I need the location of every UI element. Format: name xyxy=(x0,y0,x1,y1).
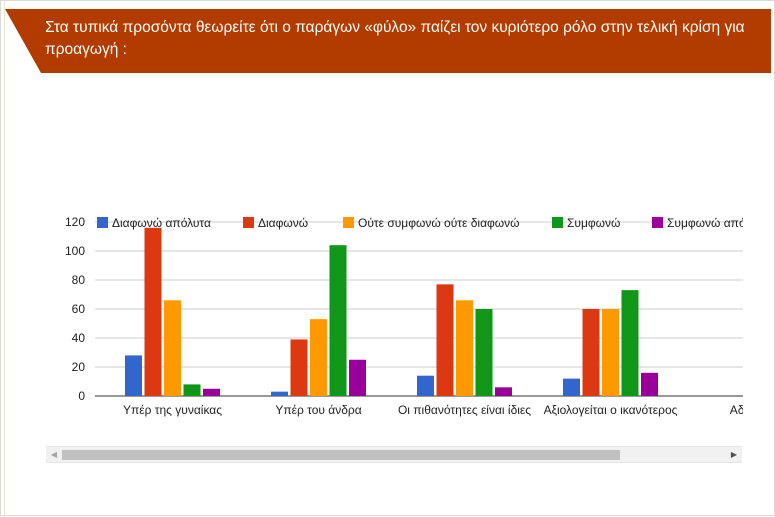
legend-swatch xyxy=(97,217,108,228)
y-tick-label: 100 xyxy=(65,244,85,258)
bar xyxy=(203,388,220,396)
bar xyxy=(271,391,288,396)
bar xyxy=(641,372,658,396)
scroll-right-arrow-icon[interactable]: ▶ xyxy=(730,450,738,459)
legend-swatch xyxy=(343,217,354,228)
bar xyxy=(621,290,639,396)
bar xyxy=(602,309,619,396)
bar xyxy=(563,378,580,396)
y-tick-label: 80 xyxy=(72,273,86,287)
x-tick-label: Υπέρ της γυναίκας xyxy=(123,403,222,417)
bar-chart-svg: 0 20 40 60 80 100 120 Υπέρ της γυναίκας Υπέρ του… xyxy=(65,215,743,417)
question-banner: Στα τυπικά προσόντα θεωρείτε ότι ο παράγ… xyxy=(5,9,771,73)
bar xyxy=(329,245,347,396)
bar xyxy=(475,309,493,396)
legend-label: Διαφωνώ xyxy=(258,216,308,230)
card-left-rule xyxy=(4,1,5,517)
scroll-thumb[interactable] xyxy=(62,450,620,460)
question-title: Στα τυπικά προσόντα θεωρείτε ότι ο παράγ… xyxy=(45,19,745,58)
y-tick-label: 0 xyxy=(78,389,85,403)
bar xyxy=(349,359,366,396)
bar xyxy=(495,387,512,396)
bar xyxy=(164,300,181,396)
bar xyxy=(417,375,434,396)
legend-label: Διαφωνώ απόλυτα xyxy=(112,216,211,230)
legend-swatch xyxy=(652,217,663,228)
bar xyxy=(183,384,201,396)
x-tick-label: Αδιαφέρω xyxy=(730,403,743,417)
y-tick-label: 40 xyxy=(72,331,86,345)
legend-swatch xyxy=(552,217,563,228)
y-tick-label: 20 xyxy=(72,360,86,374)
bar-chart: 0 20 40 60 80 100 120 Υπέρ της γυναίκας Υπέρ του… xyxy=(41,206,743,421)
bar xyxy=(290,339,308,396)
y-tick-label: 60 xyxy=(72,302,86,316)
legend-label: Ούτε συμφωνώ ούτε διαφωνώ xyxy=(358,216,520,230)
bar xyxy=(436,284,454,396)
bar xyxy=(125,355,142,396)
legend-label: Συμφωνώ xyxy=(567,216,620,230)
scroll-left-arrow-icon[interactable]: ◀ xyxy=(50,450,58,459)
bar xyxy=(582,309,600,396)
x-tick-label: Αξιολογείται ο ικανότερος xyxy=(544,403,678,417)
legend-swatch xyxy=(243,217,254,228)
bar xyxy=(310,319,327,396)
banner-notch xyxy=(5,9,41,73)
legend-label: Συμφωνώ απόλυτα xyxy=(667,216,743,230)
x-tick-label: Υπέρ του άνδρα xyxy=(275,403,361,417)
x-tick-label: Οι πιθανότητες είναι ίδιες xyxy=(398,403,531,417)
y-tick-label: 120 xyxy=(65,215,85,229)
bar xyxy=(144,227,162,396)
bar xyxy=(456,300,473,396)
horizontal-scrollbar[interactable]: ◀ ▶ xyxy=(46,446,742,463)
